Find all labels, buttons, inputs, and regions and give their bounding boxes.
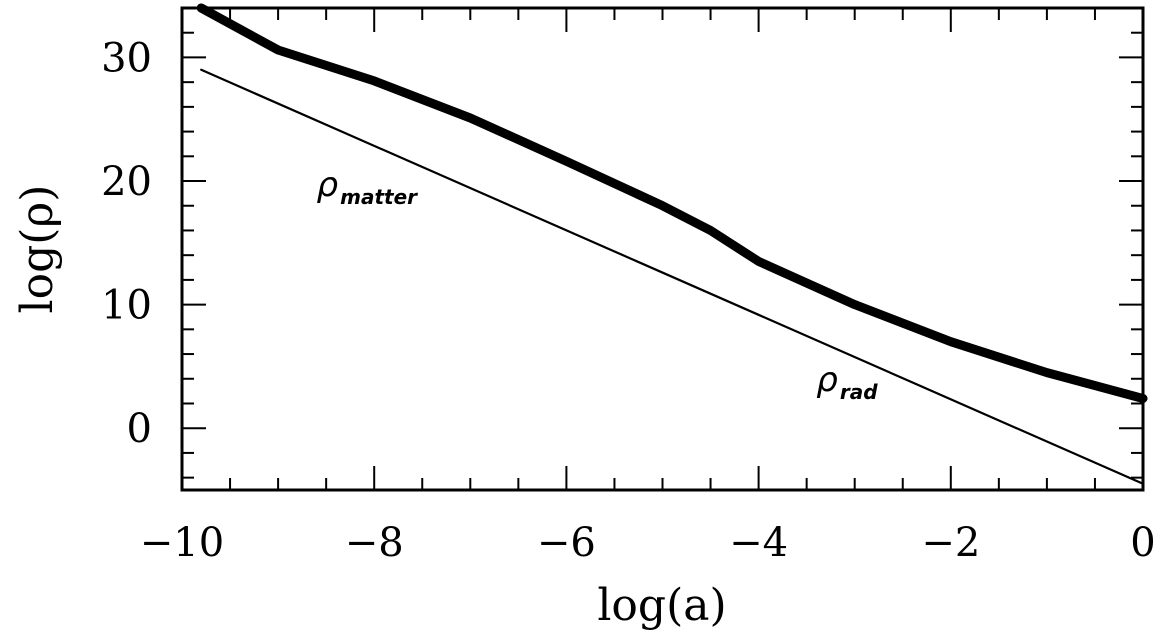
series-line-thin (200, 68, 1145, 485)
y-tick-label: 0 (127, 406, 152, 452)
y-tick-label: 30 (101, 35, 152, 81)
series-line-thick (196, 3, 1148, 403)
y-tick-label: 10 (101, 283, 152, 329)
plot-frame (180, 6, 1145, 492)
annotations: ρ matter ρ rad (317, 165, 879, 404)
x-tick-label: −2 (921, 520, 980, 566)
y-axis-title: log(ρ) (12, 185, 63, 314)
x-tick-label: −6 (537, 520, 596, 566)
series-group (196, 3, 1148, 485)
y-tick-label: 20 (101, 159, 152, 205)
series-annotation: ρ matter (317, 165, 419, 209)
x-axis-title: log(a) (597, 580, 726, 630)
series-annotation: ρ rad (816, 360, 878, 404)
x-tick-label: 0 (1130, 520, 1155, 566)
axis-ticks (181, 7, 1144, 490)
x-tick-label: −10 (140, 520, 224, 566)
tick-labels: −10 −8 −6 −4 −2 0 0 10 20 30 (101, 35, 1156, 566)
x-tick-label: −4 (729, 520, 788, 566)
series-annotation-subscript: rad (840, 380, 878, 404)
series-annotation-subscript: matter (340, 185, 418, 209)
x-tick-label: −8 (345, 520, 404, 566)
